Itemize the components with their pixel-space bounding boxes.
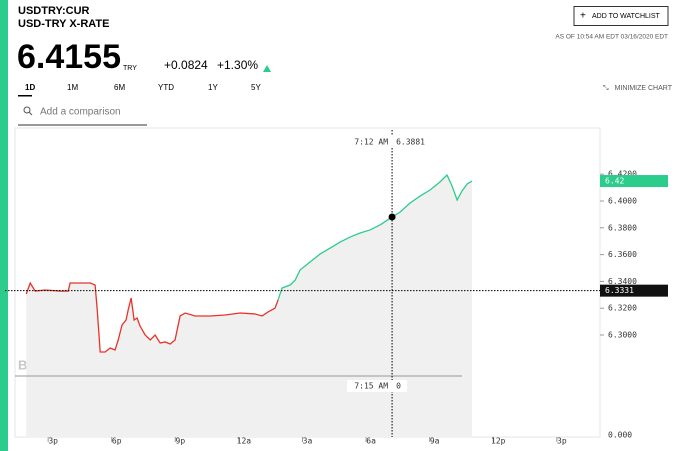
watchlist-button[interactable] [573, 6, 669, 26]
x-tick-label: 3p [557, 437, 567, 446]
x-tick-label: 6a [366, 437, 376, 446]
crosshair-value: 6.3881 [396, 138, 425, 147]
last-price-label: 6.42 [605, 177, 624, 186]
price-line [25, 281, 279, 353]
tab[interactable]: 1D [25, 83, 35, 92]
minimize-chart[interactable]: MINIMIZE CHART [615, 85, 673, 92]
up-arrow [263, 65, 271, 72]
tab[interactable]: 1Y [208, 83, 218, 92]
tab-underline [18, 95, 32, 97]
area [26, 283, 279, 437]
crosshair-volume-time: 7:15 AM [354, 382, 388, 391]
tabs: 1D 1M 6M YTD 1Y 5Y [25, 83, 261, 92]
price: 6.4155 [17, 38, 121, 76]
crosshair-time: 7:12 AM [354, 138, 388, 147]
x-tick-label: 9p [176, 437, 186, 446]
y-tick-label: 6.3000 [608, 331, 637, 340]
change-pct: +1.30% [217, 58, 258, 72]
crosshair-dot [388, 213, 396, 221]
watchlist-label[interactable]: ADD TO WATCHLIST [592, 13, 661, 20]
area [278, 175, 472, 438]
crosshair-volume-value: 0 [396, 382, 401, 391]
tab[interactable]: 6M [114, 83, 125, 92]
volume-tick-label: 0.000 [608, 431, 632, 440]
y-tick-label: 6.4000 [608, 197, 637, 206]
y-tick-label: 6.3800 [608, 223, 637, 232]
search-icon [23, 106, 31, 114]
search-icon [28, 111, 33, 116]
accent-bar [0, 0, 8, 451]
x-tick-label: 3a [303, 437, 313, 446]
minimize-icon[interactable]: ⤡ [603, 85, 609, 92]
tab[interactable]: YTD [158, 83, 174, 92]
x-tick-label: 6p [112, 437, 122, 446]
symbol: USDTRY:CUR [18, 5, 90, 17]
crosshair-top-box [347, 136, 438, 148]
y-tick-label: 6.4200 [608, 170, 637, 179]
y-tick-label: 6.3200 [608, 304, 637, 313]
as-of: AS OF 10:54 AM EDT 03/16/2020 EDT [555, 34, 668, 41]
x-tick-label: 12a [237, 437, 252, 446]
change: +0.0824 [164, 58, 208, 72]
tab[interactable]: 1M [67, 83, 78, 92]
currency: TRY [123, 65, 137, 72]
x-tick-label: 3p [48, 437, 58, 446]
last-price-tag [600, 175, 668, 188]
y-tick-label: 6.3600 [608, 250, 637, 259]
plus-icon: + [580, 11, 586, 22]
x-tick-label: 9a [430, 437, 440, 446]
plot: BloombergMarkets6.30006.32006.34006.3600… [5, 130, 668, 446]
comparison-input[interactable]: Add a comparison [40, 107, 121, 118]
instrument-name: USD-TRY X-RATE [18, 18, 109, 30]
prev-close-label: 6.3331 [605, 286, 634, 295]
crosshair-bottom-box [347, 380, 408, 392]
x-tick-label: 12p [491, 437, 506, 446]
prev-close-tag [600, 284, 668, 297]
tab[interactable]: 5Y [251, 83, 261, 92]
price-line [277, 173, 473, 301]
y-tick-label: 6.3400 [608, 277, 637, 286]
